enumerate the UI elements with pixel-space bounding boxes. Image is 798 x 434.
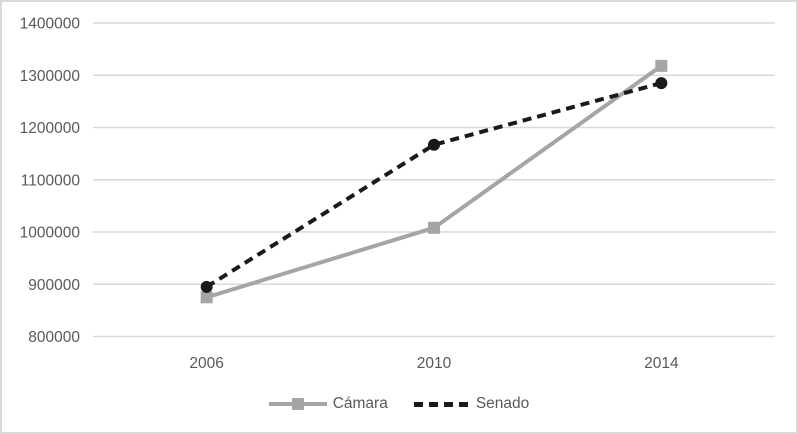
square-marker-icon [291,398,304,410]
y-tick-label: 900000 [28,277,80,294]
y-tick-label: 1300000 [20,68,81,85]
marker-square [200,291,213,304]
y-tick-label: 1100000 [21,172,81,189]
marker-square [655,59,668,72]
series-line-cámara [206,64,663,300]
marker-circle [428,138,440,151]
senado-dashed-line-sample-icon [413,401,470,407]
y-tick-label: 1400000 [20,16,81,33]
legend-label-senado: Senado [475,395,530,413]
marker-circle [200,280,213,293]
marker-circle [655,77,668,90]
legend: Cámara Senado [2,392,796,416]
series-line-senado [205,81,662,289]
legend-item-camara: Cámara [268,395,388,413]
x-tick-label: 2014 [644,355,679,372]
y-tick-label: 1000000 [20,225,81,242]
y-tick-label: 1200000 [20,120,81,137]
y-tick-label: 800000 [28,329,80,346]
marker-square [428,221,440,234]
camara-line-sample-icon [268,398,327,410]
x-tick-label: 2006 [189,355,223,372]
legend-label-camara: Cámara [332,395,388,413]
x-tick-label: 2010 [417,355,452,372]
legend-item-senado: Senado [413,395,530,413]
